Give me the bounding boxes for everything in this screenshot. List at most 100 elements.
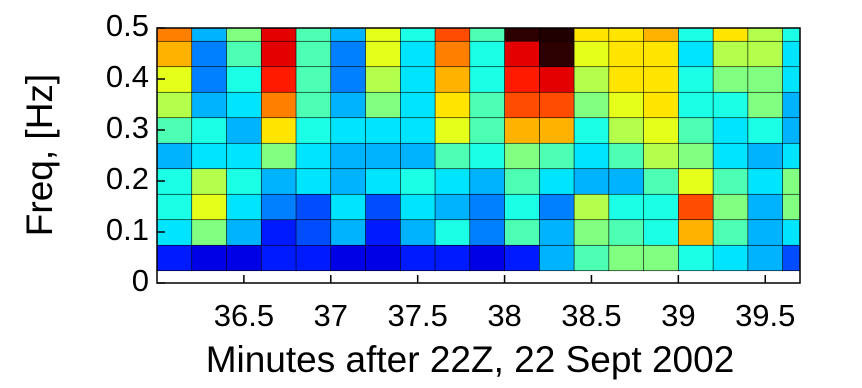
heatmap-cell <box>226 167 263 195</box>
heatmap-cell <box>643 244 680 272</box>
heatmap-cell <box>399 116 436 144</box>
heatmap-cell <box>539 193 575 221</box>
heatmap-cell <box>399 142 436 170</box>
heatmap-cell <box>434 244 471 272</box>
heatmap-cell <box>226 193 263 221</box>
heatmap-cell <box>226 40 263 68</box>
heatmap-cell <box>295 167 332 195</box>
heatmap-cell <box>678 193 714 221</box>
heatmap-cell <box>157 91 193 119</box>
heatmap-cell <box>295 142 332 170</box>
heatmap-cell <box>747 65 784 93</box>
y-tick-label: 0.4 <box>106 59 149 94</box>
x-axis-label: Minutes after 22Z, 22 Sept 2002 <box>206 339 735 380</box>
heatmap-cell <box>399 218 436 246</box>
heatmap-cell <box>504 218 541 246</box>
y-axis-label: Freq, [Hz] <box>19 74 60 236</box>
heatmap-cell <box>226 91 263 119</box>
heatmap-cell <box>608 244 645 272</box>
heatmap-cell <box>678 218 714 246</box>
heatmap-cell <box>226 65 263 93</box>
heatmap-cell <box>747 116 784 144</box>
heatmap-cell <box>434 116 471 144</box>
heatmap-cell <box>260 142 297 170</box>
heatmap-cell <box>260 91 297 119</box>
heatmap-cell <box>365 40 402 68</box>
heatmap-cell <box>782 244 800 272</box>
heatmap-cell <box>643 91 680 119</box>
heatmap-cell <box>747 40 784 68</box>
heatmap-cell <box>782 91 800 119</box>
heatmap-cell <box>226 218 263 246</box>
y-tick-label: 0.1 <box>106 212 149 247</box>
heatmap-cell <box>539 65 575 93</box>
y-tick-label: 0.5 <box>106 8 149 43</box>
heatmap-cell <box>608 142 645 170</box>
heatmap-cell <box>295 116 332 144</box>
x-tick-label: 38 <box>487 298 521 333</box>
heatmap-cell <box>399 193 436 221</box>
heatmap-cell <box>504 116 541 144</box>
heatmap-cell <box>191 142 228 170</box>
heatmap-cell <box>712 91 749 119</box>
heatmap-cell <box>643 142 680 170</box>
heatmap-cell <box>678 167 714 195</box>
heatmap-cell <box>330 218 367 246</box>
heatmap-cell <box>712 218 749 246</box>
heatmap-cell <box>399 91 436 119</box>
heatmap-cell <box>747 91 784 119</box>
y-tick-label: 0.2 <box>106 161 149 196</box>
x-tick-label: 37.5 <box>388 298 448 333</box>
heatmap-cell <box>330 193 367 221</box>
heatmap-cell <box>191 91 228 119</box>
heatmap-cell <box>399 167 436 195</box>
heatmap-cell <box>712 40 749 68</box>
heatmap-cell <box>504 65 541 93</box>
heatmap-cell <box>157 142 193 170</box>
heatmap-cell <box>608 91 645 119</box>
heatmap-cell <box>782 116 800 144</box>
heatmap-cell <box>747 244 784 272</box>
heatmap-cell <box>191 40 228 68</box>
heatmap-cell <box>365 91 402 119</box>
heatmap-cell <box>643 40 680 68</box>
heatmap-cell <box>643 167 680 195</box>
heatmap-cell <box>469 193 506 221</box>
y-tick-label: 0.3 <box>106 110 149 145</box>
heatmap-cell <box>678 40 714 68</box>
heatmap-cell <box>747 193 784 221</box>
heatmap-cell <box>782 142 800 170</box>
heatmap-cell <box>330 167 367 195</box>
heatmap-cell <box>504 193 541 221</box>
heatmap-cell <box>157 193 193 221</box>
heatmap-cell <box>747 218 784 246</box>
heatmap-cell <box>469 91 506 119</box>
x-tick-label: 39.5 <box>735 298 795 333</box>
heatmap-cell <box>365 193 402 221</box>
heatmap-cell <box>643 193 680 221</box>
heatmap-cell <box>191 218 228 246</box>
heatmap-cell <box>573 218 610 246</box>
heatmap-cell <box>191 65 228 93</box>
heatmap-cells <box>157 28 800 272</box>
heatmap-cell <box>157 244 193 272</box>
heatmap-cell <box>434 218 471 246</box>
heatmap-cell <box>643 218 680 246</box>
heatmap-cell <box>469 116 506 144</box>
x-tick-label: 39 <box>661 298 695 333</box>
x-tick-label: 37 <box>314 298 348 333</box>
heatmap-cell <box>678 91 714 119</box>
heatmap-cell <box>782 167 800 195</box>
heatmap-cell <box>434 40 471 68</box>
heatmap-cell <box>782 40 800 68</box>
heatmap-cell <box>295 244 332 272</box>
heatmap-cell <box>539 40 575 68</box>
y-tick-label: 0 <box>132 263 149 298</box>
heatmap-cell <box>643 65 680 93</box>
heatmap-cell <box>539 218 575 246</box>
heatmap-cell <box>573 91 610 119</box>
heatmap-cell <box>469 218 506 246</box>
heatmap-cell <box>608 167 645 195</box>
heatmap-cell <box>365 142 402 170</box>
